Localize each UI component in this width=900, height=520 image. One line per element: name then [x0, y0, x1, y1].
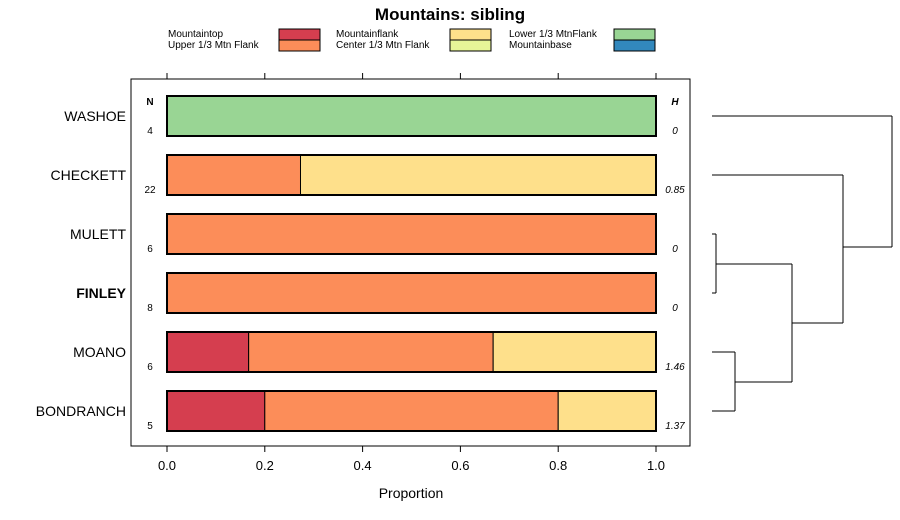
bar-segment-moano-mountaintop — [166, 331, 250, 373]
legend-swatch-lower-1-3-mtnflank — [613, 28, 656, 41]
legend-label-lower-1-3-mtnflank: Lower 1/3 MtnFlank — [509, 29, 598, 40]
category-label-washoe: WASHOE — [64, 108, 126, 124]
h-value-moano: 1.46 — [665, 362, 685, 373]
legend-swatch-mountainbase — [613, 39, 656, 52]
h-column-header: H — [671, 97, 679, 108]
bar-segment-moano-mountainflank — [492, 331, 657, 373]
axes-group: 0.0 0.2 0.4 0.6 0.8 1.0 — [158, 73, 665, 473]
bar-outline-finley — [166, 272, 657, 314]
h-value-finley: 0 — [672, 303, 678, 314]
bar-segment-finley-upper-1-3-mtn-flank — [166, 272, 657, 314]
bar-outline-moano — [166, 331, 657, 373]
h-value-mulett: 0 — [672, 244, 678, 255]
bar-outline-checkett — [166, 154, 657, 196]
legend-swatch-upper-1-3-mtn-flank — [278, 39, 321, 52]
category-label-finley: FINLEY — [76, 285, 126, 301]
bar-outline-mulett — [166, 213, 657, 255]
category-label-mulett: MULETT — [70, 226, 126, 242]
legend-label-mountainflank: Mountainflank — [336, 29, 399, 40]
legend-label-upper-1-3-mtn-flank: Upper 1/3 Mtn Flank — [168, 40, 260, 51]
n-value-moano: 6 — [147, 362, 153, 373]
n-column-header: N — [146, 97, 153, 108]
bar-segment-checkett-mountainflank — [299, 154, 657, 196]
category-label-moano: MOANO — [73, 344, 126, 360]
legend-label-center-1-3-mtn-flank: Center 1/3 Mtn Flank — [336, 40, 430, 51]
x-tick-label-0-4: 0.4 — [354, 458, 372, 473]
x-tick-label-0-0: 0.0 — [158, 458, 176, 473]
h-value-washoe: 0 — [672, 126, 678, 137]
plot-frame — [130, 78, 691, 447]
x-axis-label: Proportion — [379, 485, 444, 501]
bar-segment-moano-upper-1-3-mtn-flank — [248, 331, 494, 373]
bar-segment-washoe-lower-1-3-mtnflank — [166, 95, 657, 137]
chart-title: Mountains: sibling — [375, 5, 525, 24]
legend-swatch-center-1-3-mtn-flank — [449, 39, 492, 52]
bar-outline-bondranch — [166, 390, 657, 432]
bar-segment-bondranch-mountaintop — [166, 390, 266, 432]
h-value-checkett: 0.85 — [665, 185, 685, 196]
n-value-washoe: 4 — [147, 126, 153, 137]
legend-swatch-mountaintop — [278, 28, 321, 41]
x-tick-label-0-2: 0.2 — [256, 458, 274, 473]
n-value-finley: 8 — [147, 303, 153, 314]
x-tick-label-0-8: 0.8 — [549, 458, 567, 473]
bar-outline-washoe — [166, 95, 657, 137]
legend-swatch-mountainflank — [449, 28, 492, 41]
category-label-bondranch: BONDRANCH — [36, 403, 126, 419]
legend-label-mountainbase: Mountainbase — [509, 40, 572, 51]
bar-segment-checkett-upper-1-3-mtn-flank — [166, 154, 301, 196]
bars-group: WASHOE 4 0 CHECKETT 22 0.85 MULETT 6 0 FINLEY 8 0 MO… — [36, 95, 685, 432]
n-value-mulett: 6 — [147, 244, 153, 255]
n-value-checkett: 22 — [144, 185, 156, 196]
bar-segment-bondranch-mountainflank — [557, 390, 657, 432]
x-tick-label-0-6: 0.6 — [451, 458, 469, 473]
n-value-bondranch: 5 — [147, 421, 153, 432]
x-tick-label-1-0: 1.0 — [647, 458, 665, 473]
dendrogram — [712, 115, 893, 412]
category-label-checkett: CHECKETT — [51, 167, 127, 183]
legend-label-mountaintop: Mountaintop — [168, 29, 223, 40]
bar-segment-bondranch-upper-1-3-mtn-flank — [264, 390, 559, 432]
h-value-bondranch: 1.37 — [665, 421, 685, 432]
bar-segment-mulett-upper-1-3-mtn-flank — [166, 213, 657, 255]
